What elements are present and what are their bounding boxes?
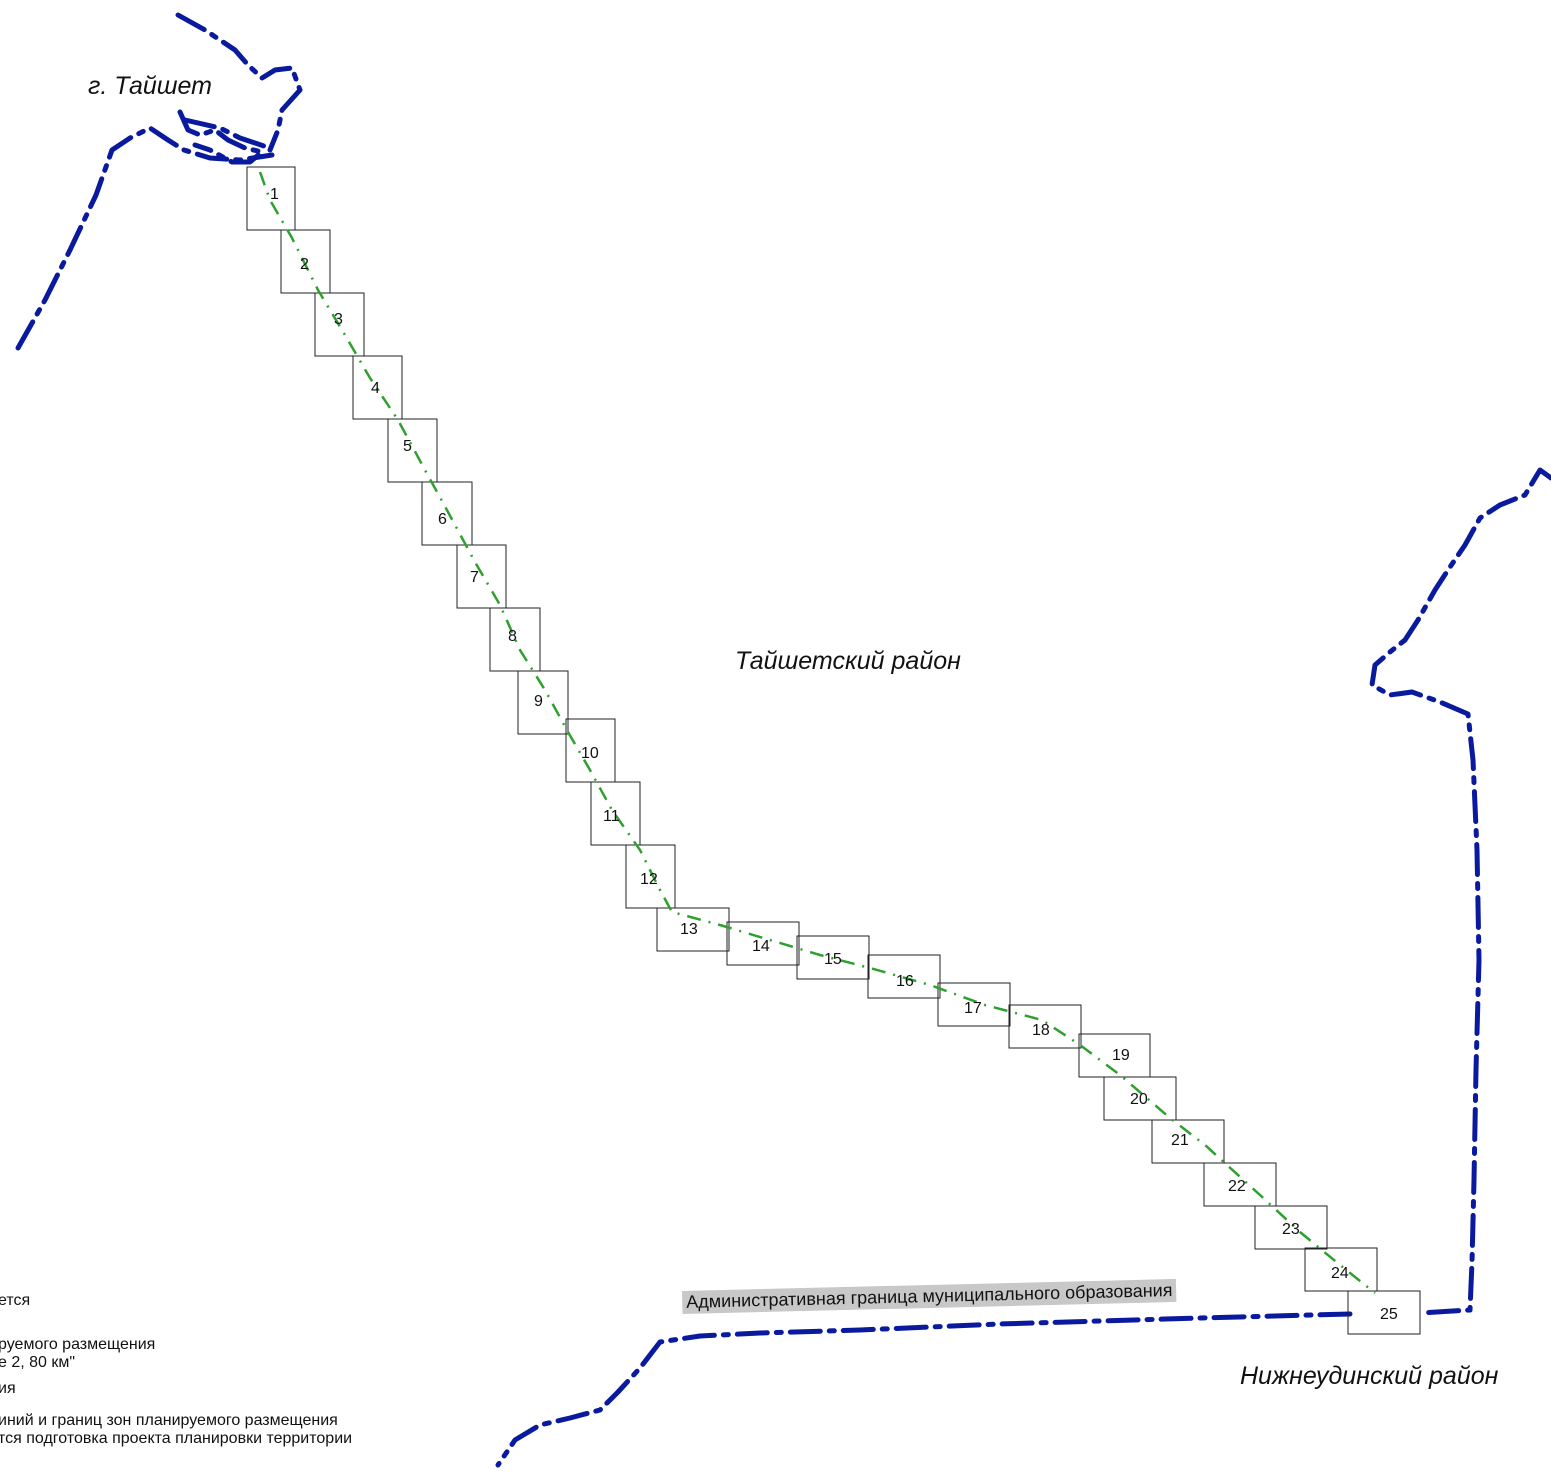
sheet-number: 4 bbox=[371, 380, 380, 397]
admin-boundary-city-inner bbox=[177, 109, 265, 165]
admin-boundary-city-north bbox=[175, 12, 303, 153]
sheet-frame bbox=[246, 166, 296, 231]
sheet-number: 9 bbox=[534, 693, 543, 710]
sheet-number: 22 bbox=[1228, 1178, 1246, 1195]
sheet-number: 13 bbox=[680, 921, 698, 938]
sheet-frame bbox=[625, 844, 676, 909]
sheet-frame bbox=[726, 921, 800, 966]
sheet-number: 10 bbox=[581, 745, 599, 762]
admin-boundary-east bbox=[1369, 467, 1551, 1316]
sheet-frame bbox=[314, 292, 365, 357]
legend-line: ия bbox=[0, 1380, 16, 1397]
sheet-number: 17 bbox=[964, 1000, 982, 1017]
sheet-number: 24 bbox=[1331, 1265, 1349, 1282]
legend-line: ется bbox=[0, 1292, 31, 1309]
sheet-frame bbox=[1304, 1247, 1378, 1292]
sheet-number: 3 bbox=[334, 311, 343, 328]
sheet-frame bbox=[1103, 1076, 1177, 1121]
sheet-number: 6 bbox=[438, 511, 447, 528]
sheet-frame bbox=[590, 781, 641, 846]
legend-line: руемого размещения bbox=[0, 1336, 156, 1353]
city-label: г. Тайшет bbox=[88, 72, 212, 100]
sheet-number: 7 bbox=[470, 569, 479, 586]
sheet-number: 5 bbox=[403, 438, 412, 455]
sheet-frame bbox=[656, 907, 730, 952]
sheet-frame bbox=[280, 229, 331, 294]
sheet-number: 15 bbox=[824, 951, 842, 968]
sheet-frame bbox=[517, 670, 569, 735]
sheet-frame bbox=[796, 935, 870, 980]
legend-fragment: ется руемого размещения е 2, 80 км" ия и… bbox=[0, 1290, 470, 1471]
sheet-frame bbox=[489, 607, 541, 672]
sheet-frame bbox=[1008, 1004, 1082, 1049]
legend-line: е 2, 80 км" bbox=[0, 1354, 76, 1371]
sheet-number: 19 bbox=[1112, 1047, 1130, 1064]
sheet-number: 8 bbox=[508, 628, 517, 645]
sheet-frame bbox=[456, 544, 507, 609]
admin-boundary-city-inner-2 bbox=[182, 117, 273, 151]
sheet-number: 14 bbox=[752, 938, 770, 955]
sheet-frame bbox=[1347, 1290, 1421, 1335]
neighbor-district-label: Нижнеудинский район bbox=[1240, 1362, 1499, 1390]
admin-boundary-south bbox=[495, 1311, 1353, 1468]
sheet-numbers: 1 2 3 4 5 6 7 8 9 10 11 12 13 14 15 16 1… bbox=[270, 186, 1398, 1323]
sheet-grid bbox=[246, 166, 1421, 1335]
district-label: Тайшетский район bbox=[735, 647, 961, 675]
sheet-frame bbox=[421, 481, 473, 546]
sheet-number: 2 bbox=[300, 256, 309, 273]
sheet-number: 16 bbox=[896, 973, 914, 990]
sheet-frame bbox=[1254, 1205, 1328, 1250]
planned-route-line bbox=[258, 171, 1376, 1294]
sheet-frame bbox=[1203, 1162, 1277, 1207]
sheet-number: 21 bbox=[1171, 1132, 1189, 1149]
sheet-number: 20 bbox=[1130, 1091, 1148, 1108]
sheet-number: 12 bbox=[640, 871, 658, 888]
sheet-number: 1 bbox=[270, 186, 279, 203]
sheet-number: 18 bbox=[1032, 1022, 1050, 1039]
admin-boundary-west bbox=[15, 125, 275, 351]
sheet-frame bbox=[352, 355, 403, 420]
sheet-frame bbox=[1151, 1119, 1225, 1164]
sheet-frame bbox=[867, 954, 941, 999]
legend-line: тся подготовка проекта планировки террит… bbox=[0, 1430, 353, 1447]
sheet-number: 23 bbox=[1282, 1221, 1300, 1238]
sheet-number: 25 bbox=[1380, 1306, 1398, 1323]
legend-line: иний и границ зон планируемого размещени… bbox=[0, 1412, 338, 1429]
sheet-frame bbox=[387, 418, 438, 483]
sheet-number: 11 bbox=[603, 808, 620, 825]
